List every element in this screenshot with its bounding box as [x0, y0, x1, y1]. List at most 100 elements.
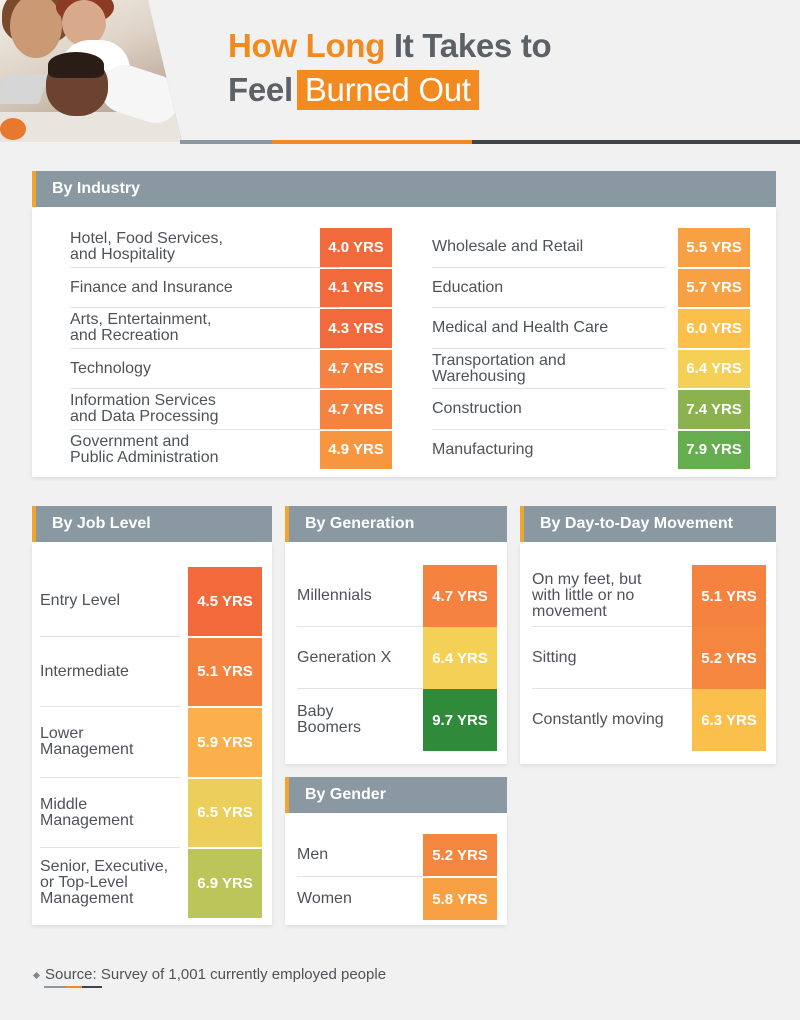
- industry-left-row: Information Services and Data Processing: [70, 389, 340, 430]
- industry-left-label: Hotel, Food Services, and Hospitality: [70, 230, 223, 264]
- job-level-value-badge: 6.5 YRS: [188, 778, 262, 847]
- movement-label: On my feet, but with little or no moveme…: [532, 571, 642, 620]
- industry-right-label: Construction: [432, 400, 522, 418]
- industry-left-value-badge: 4.1 YRS: [320, 268, 392, 307]
- source-text: Survey of 1,001 currently employed peopl…: [96, 966, 387, 983]
- job-level-label: Middle Management: [40, 795, 134, 829]
- industry-right-label: Transportation and Warehousing: [432, 351, 566, 385]
- job-level-row: Lower Management: [40, 707, 180, 778]
- row-divider: [40, 847, 180, 848]
- source-rule-grey: [44, 986, 66, 988]
- industry-right-row: Wholesale and Retail: [432, 227, 666, 268]
- source-note: Source: Survey of 1,001 currently employ…: [32, 966, 387, 983]
- job-level-row: Middle Management: [40, 778, 180, 848]
- industry-right-row: Medical and Health Care: [432, 308, 666, 349]
- gender-section: By Gender Men 5.2 YRS Women 5.8 YRS: [285, 777, 507, 925]
- industry-right-value-badge: 5.5 YRS: [678, 228, 750, 267]
- gender-label: Women: [297, 890, 352, 907]
- industry-right-label: Medical and Health Care: [432, 319, 609, 337]
- generation-value-badge: 6.4 YRS: [423, 627, 497, 689]
- industry-right-value-badge: 7.9 YRS: [678, 430, 750, 469]
- job-level-value-badge: 5.1 YRS: [188, 637, 262, 706]
- row-divider: [70, 388, 340, 389]
- title-line2-start: Feel: [228, 71, 293, 108]
- industry-right-row: Education: [432, 268, 666, 308]
- industry-left-value-badge: 4.3 YRS: [320, 309, 392, 348]
- generation-value-badge: 9.7 YRS: [423, 689, 497, 751]
- job-level-table: Entry Level 4.5 YRS Intermediate 5.1 YRS Low…: [32, 542, 272, 925]
- row-divider: [297, 626, 427, 627]
- row-divider: [297, 688, 427, 689]
- industry-left-label: Information Services and Data Processing: [70, 392, 219, 426]
- movement-section: By Day-to-Day Movement On my feet, but w…: [520, 506, 776, 764]
- industry-left-label: Finance and Insurance: [70, 278, 233, 296]
- job-level-heading: By Job Level: [32, 506, 272, 542]
- job-level-value-badge: 4.5 YRS: [188, 567, 262, 636]
- generation-label: Generation X: [297, 649, 392, 666]
- industry-right-row: Manufacturing: [432, 430, 666, 471]
- job-level-row: Intermediate: [40, 637, 180, 707]
- row-divider: [432, 266, 666, 268]
- generation-row: Baby Boomers: [297, 689, 427, 751]
- row-divider: [40, 706, 180, 707]
- generation-label: Baby Boomers: [297, 703, 362, 736]
- industry-right-label: Education: [432, 278, 504, 296]
- movement-value-badge: 5.1 YRS: [692, 565, 766, 627]
- industry-left-row: Hotel, Food Services, and Hospitality: [70, 227, 340, 268]
- job-level-label: Intermediate: [40, 662, 129, 680]
- job-level-row: Senior, Executive, or Top-Level Manageme…: [40, 848, 180, 919]
- row-divider: [70, 428, 340, 430]
- generation-heading: By Generation: [285, 506, 507, 542]
- header: How Long It Takes to Feel Burned Out: [0, 0, 800, 144]
- job-level-row: Entry Level: [40, 566, 180, 637]
- row-divider: [70, 307, 340, 308]
- row-divider: [40, 635, 180, 637]
- industry-left-row: Finance and Insurance: [70, 268, 340, 308]
- generation-section: By Generation Millennials 4.7 YRS Generati…: [285, 506, 507, 764]
- industry-left-value-badge: 4.0 YRS: [320, 228, 392, 267]
- row-divider: [297, 876, 427, 877]
- industry-left-row: Technology: [70, 349, 340, 389]
- movement-value-badge: 6.3 YRS: [692, 689, 766, 751]
- gender-row: Women: [297, 877, 427, 921]
- header-rule-orange: [272, 140, 472, 144]
- industry-right-row: Construction: [432, 389, 666, 430]
- industry-heading: By Industry: [32, 171, 776, 207]
- movement-table: On my feet, but with little or no moveme…: [520, 542, 776, 764]
- job-level-label: Entry Level: [40, 592, 121, 610]
- row-divider: [70, 266, 340, 268]
- movement-heading: By Day-to-Day Movement: [520, 506, 776, 542]
- industry-right-value-badge: 6.4 YRS: [678, 349, 750, 388]
- source-label: Source:: [45, 966, 97, 983]
- page-title: How Long It Takes to Feel Burned Out: [228, 24, 552, 112]
- job-level-value-badge: 6.9 YRS: [188, 849, 262, 918]
- industry-right-value-badge: 7.4 YRS: [678, 390, 750, 429]
- generation-label: Millennials: [297, 587, 372, 604]
- generation-row: Generation X: [297, 627, 427, 689]
- row-divider: [532, 626, 692, 627]
- row-divider: [432, 307, 666, 308]
- industry-left-label: Arts, Entertainment, and Recreation: [70, 311, 212, 345]
- movement-value-badge: 5.2 YRS: [692, 627, 766, 689]
- industry-left-value-badge: 4.7 YRS: [320, 390, 392, 429]
- row-divider: [70, 347, 340, 349]
- row-divider: [432, 347, 666, 349]
- industry-left-row: Arts, Entertainment, and Recreation: [70, 308, 340, 349]
- generation-row: Millennials: [297, 565, 427, 627]
- gender-value-badge: 5.2 YRS: [423, 834, 497, 876]
- industry-section: By Industry Hotel, Food Services, and Ho…: [32, 171, 776, 477]
- job-level-label: Lower Management: [40, 725, 134, 759]
- industry-right-value-badge: 5.7 YRS: [678, 268, 750, 307]
- header-photo: [0, 0, 182, 142]
- header-rule-grey: [180, 140, 272, 144]
- header-rule-dark: [472, 140, 800, 144]
- gender-value-badge: 5.8 YRS: [423, 878, 497, 920]
- industry-left-label: Government and Public Administration: [70, 432, 219, 466]
- industry-right-label: Wholesale and Retail: [432, 238, 584, 256]
- industry-right-label: Manufacturing: [432, 440, 534, 458]
- title-line1-rest: It Takes to: [385, 27, 552, 64]
- gender-label: Men: [297, 846, 329, 863]
- industry-left-label: Technology: [70, 359, 151, 377]
- bullet-icon: [32, 971, 41, 979]
- industry-left-row: Government and Public Administration: [70, 430, 340, 471]
